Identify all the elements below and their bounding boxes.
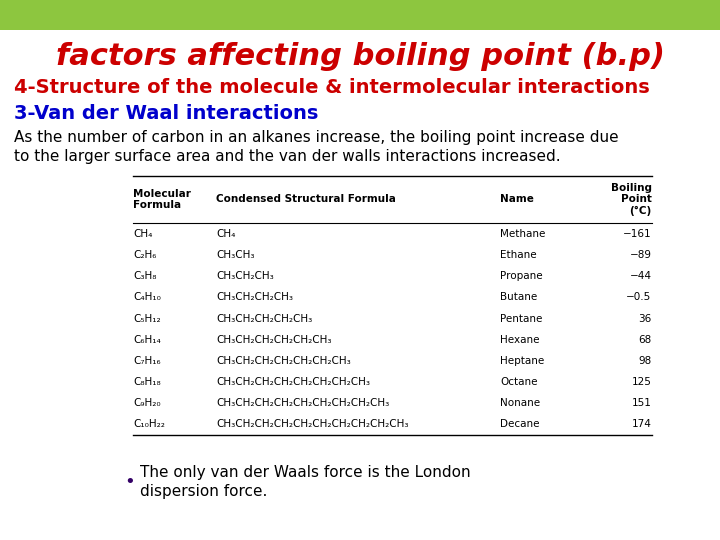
Text: Nonane: Nonane [500, 398, 541, 408]
Text: 68: 68 [639, 335, 652, 345]
Text: 98: 98 [639, 356, 652, 366]
Text: Methane: Methane [500, 229, 546, 239]
Text: CH₃CH₂CH₂CH₂CH₂CH₂CH₃: CH₃CH₂CH₂CH₂CH₂CH₂CH₃ [216, 356, 351, 366]
Text: CH₃CH₂CH₂CH₃: CH₃CH₂CH₂CH₃ [216, 292, 293, 302]
Text: 125: 125 [631, 377, 652, 387]
Text: 36: 36 [639, 314, 652, 323]
Text: CH₄: CH₄ [216, 229, 235, 239]
Text: C₄H₁₀: C₄H₁₀ [133, 292, 161, 302]
Text: Name: Name [500, 194, 534, 205]
Text: Hexane: Hexane [500, 335, 540, 345]
Text: Octane: Octane [500, 377, 538, 387]
Text: Pentane: Pentane [500, 314, 543, 323]
Text: C₃H₈: C₃H₈ [133, 271, 156, 281]
Text: C₁₀H₂₂: C₁₀H₂₂ [133, 419, 165, 429]
Text: 151: 151 [631, 398, 652, 408]
Text: CH₃CH₂CH₂CH₂CH₂CH₂CH₂CH₃: CH₃CH₂CH₂CH₂CH₂CH₂CH₂CH₃ [216, 377, 370, 387]
Text: CH₃CH₃: CH₃CH₃ [216, 250, 254, 260]
Text: CH₃CH₂CH₃: CH₃CH₂CH₃ [216, 271, 274, 281]
Text: −0.5: −0.5 [626, 292, 652, 302]
Text: CH₃CH₂CH₂CH₂CH₃: CH₃CH₂CH₂CH₂CH₃ [216, 314, 312, 323]
FancyBboxPatch shape [0, 0, 720, 30]
Text: −89: −89 [629, 250, 652, 260]
Text: −161: −161 [623, 229, 652, 239]
Text: C₉H₂₀: C₉H₂₀ [133, 398, 161, 408]
Text: C₂H₆: C₂H₆ [133, 250, 156, 260]
Text: The only van der Waals force is the London: The only van der Waals force is the Lond… [140, 465, 471, 480]
Text: Butane: Butane [500, 292, 538, 302]
Text: C₅H₁₂: C₅H₁₂ [133, 314, 161, 323]
Text: factors affecting boiling point (b.p): factors affecting boiling point (b.p) [55, 42, 665, 71]
Text: Decane: Decane [500, 419, 540, 429]
Text: CH₃CH₂CH₂CH₂CH₂CH₂CH₂CH₂CH₂CH₃: CH₃CH₂CH₂CH₂CH₂CH₂CH₂CH₂CH₂CH₃ [216, 419, 408, 429]
Text: −44: −44 [629, 271, 652, 281]
Text: Condensed Structural Formula: Condensed Structural Formula [216, 194, 396, 205]
Text: 3-Van der Waal interactions: 3-Van der Waal interactions [14, 104, 319, 123]
Text: 174: 174 [631, 419, 652, 429]
Text: CH₄: CH₄ [133, 229, 153, 239]
Text: Heptane: Heptane [500, 356, 544, 366]
Text: Propane: Propane [500, 271, 543, 281]
Text: C₇H₁₆: C₇H₁₆ [133, 356, 161, 366]
Text: •: • [125, 473, 135, 491]
Text: dispersion force.: dispersion force. [140, 484, 268, 499]
Text: C₆H₁₄: C₆H₁₄ [133, 335, 161, 345]
Text: Boiling
Point
(°C): Boiling Point (°C) [611, 183, 652, 216]
Text: As the number of carbon in an alkanes increase, the boiling point increase due: As the number of carbon in an alkanes in… [14, 130, 619, 145]
Text: Molecular
Formula: Molecular Formula [133, 188, 191, 210]
Text: CH₃CH₂CH₂CH₂CH₂CH₂CH₂CH₂CH₃: CH₃CH₂CH₂CH₂CH₂CH₂CH₂CH₂CH₃ [216, 398, 390, 408]
Text: to the larger surface area and the van der walls interactions increased.: to the larger surface area and the van d… [14, 149, 561, 164]
Text: 4-Structure of the molecule & intermolecular interactions: 4-Structure of the molecule & intermolec… [14, 78, 650, 97]
Text: Ethane: Ethane [500, 250, 537, 260]
Text: CH₃CH₂CH₂CH₂CH₂CH₃: CH₃CH₂CH₂CH₂CH₂CH₃ [216, 335, 331, 345]
Text: C₈H₁₈: C₈H₁₈ [133, 377, 161, 387]
